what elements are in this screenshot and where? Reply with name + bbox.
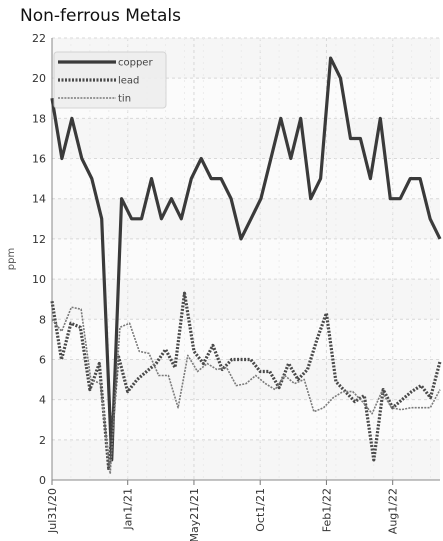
legend: copper lead tin xyxy=(53,51,167,109)
y-axis-label: ppm xyxy=(6,248,17,270)
x-tick-label: Feb1/22 xyxy=(320,488,333,532)
axes xyxy=(51,38,440,481)
x-tick-label: Aug1/22 xyxy=(387,488,400,534)
x-tick-label: May21/21 xyxy=(188,488,201,541)
plot-band xyxy=(52,319,440,360)
y-tick-label: 20 xyxy=(32,72,46,85)
series-line-tin xyxy=(51,306,441,475)
x-tick-label: Jan1/21 xyxy=(122,488,135,531)
x-tick-label: Jul31/20 xyxy=(46,488,59,534)
y-tick-label: 14 xyxy=(32,193,46,206)
y-tick-label: 8 xyxy=(39,313,46,326)
y-tick-label: 22 xyxy=(32,32,46,45)
legend-label-lead: lead xyxy=(118,76,139,87)
series-line-copper xyxy=(50,56,442,462)
plot-band xyxy=(52,198,440,239)
plot-band xyxy=(52,279,440,320)
series-lines xyxy=(50,56,442,475)
y-tick-label: 12 xyxy=(32,233,46,246)
y-tick-label: 6 xyxy=(39,353,46,366)
legend-box xyxy=(53,51,167,109)
x-tick-label: Oct1/21 xyxy=(254,488,267,532)
y-tick-label: 0 xyxy=(39,474,46,487)
legend-label-copper: copper xyxy=(118,58,153,69)
y-tick-label: 2 xyxy=(39,434,46,447)
plot-band xyxy=(52,238,440,280)
y-tick-label: 16 xyxy=(32,153,46,166)
plot-band xyxy=(52,399,440,440)
y-tick-label: 4 xyxy=(39,394,46,407)
chart-title: Non-ferrous Metals xyxy=(20,6,182,26)
x-tick-labels: Jul31/20 Jan1/21 May21/21 Oct1/21 Feb1/22 Aug… xyxy=(46,488,400,541)
legend-label-tin: tin xyxy=(118,94,131,105)
y-tick-label: 18 xyxy=(32,112,46,125)
y-tick-label: 10 xyxy=(32,273,46,286)
y-tick-labels: 0 2 4 6 8 10 12 14 16 18 20 22 xyxy=(32,32,46,487)
plot-band xyxy=(52,158,440,199)
